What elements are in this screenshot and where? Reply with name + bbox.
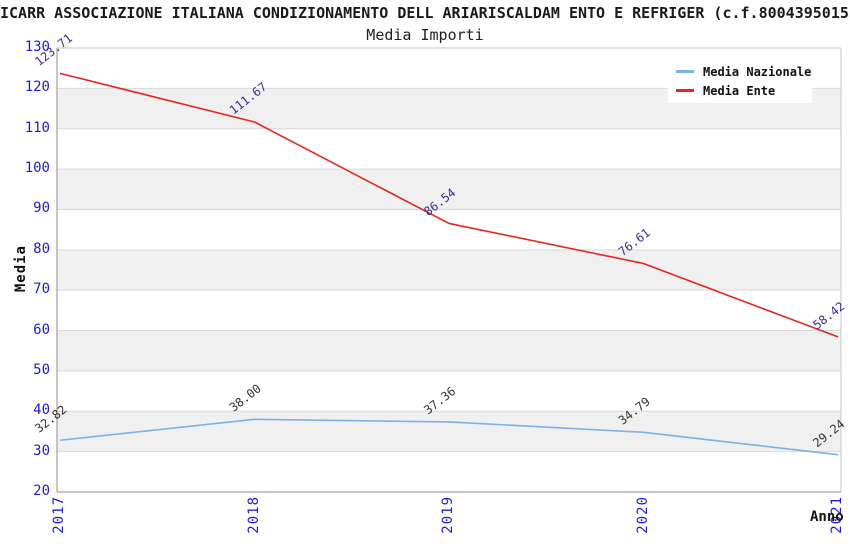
y-axis-tick-label: 80 — [33, 240, 50, 257]
y-axis-tick-label: 20 — [33, 483, 50, 499]
y-axis-tick-label: 110 — [24, 119, 50, 136]
y-axis-tick-label: 90 — [33, 200, 50, 217]
y-axis-tick-label: 130 — [24, 39, 50, 55]
y-axis-tick-label: 40 — [33, 402, 50, 419]
x-axis-title: Anno — [810, 509, 844, 525]
x-axis-tick-label: 2019 — [440, 496, 456, 534]
chart-title: ICARR ASSOCIAZIONE ITALIANA CONDIZIONAME… — [0, 4, 850, 22]
x-axis-tick-label: 2020 — [634, 496, 651, 534]
y-axis-tick-label: 100 — [24, 160, 50, 177]
legend-label: Media Ente — [703, 83, 776, 98]
x-axis-tick-label: 2017 — [51, 496, 67, 534]
y-axis-tick-label: 30 — [33, 442, 50, 459]
legend-item-media-ente: Media Ente — [668, 81, 812, 100]
y-axis-title: Media — [13, 245, 29, 293]
y-axis-tick-label: 50 — [33, 361, 50, 378]
chart-legend: Media Nazionale Media Ente — [668, 57, 812, 103]
chart-subtitle: Media Importi — [366, 26, 484, 44]
y-axis-tick-label: 120 — [24, 79, 50, 96]
y-axis-tick-label: 60 — [33, 321, 50, 338]
legend-line-sample-icon — [676, 89, 694, 92]
y-axis-tick-label: 70 — [33, 281, 50, 298]
legend-label: Media Nazionale — [703, 64, 812, 79]
legend-item-media-nazionale: Media Nazionale — [668, 62, 812, 81]
legend-line-sample-icon — [676, 70, 694, 73]
x-axis-tick-label: 2018 — [245, 496, 262, 534]
